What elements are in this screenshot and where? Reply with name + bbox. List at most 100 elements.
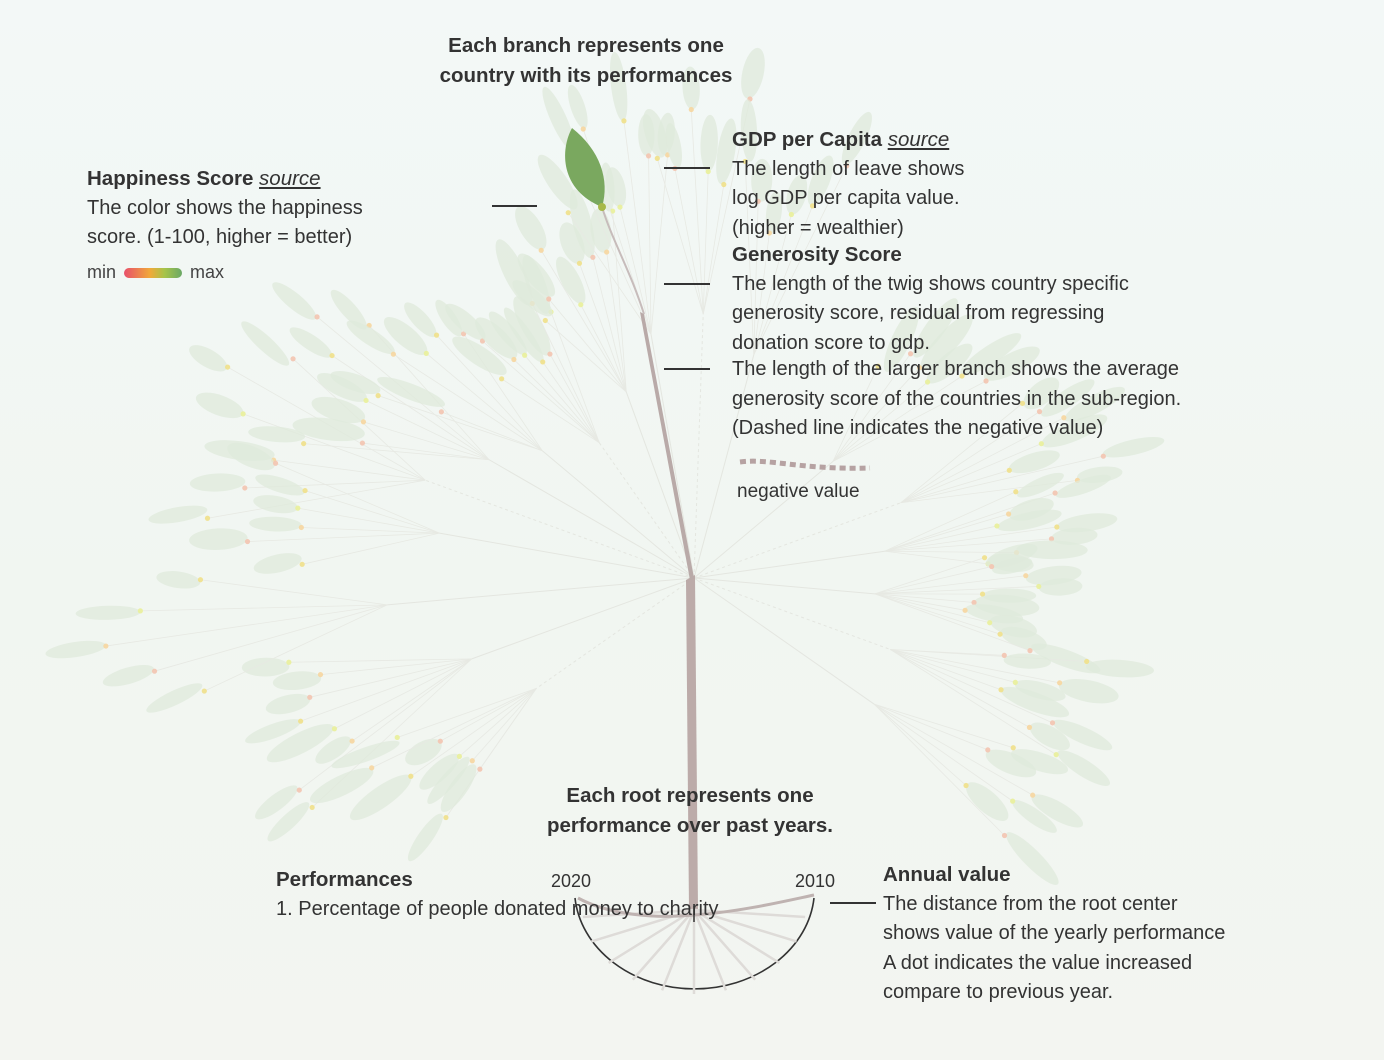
faded-leaf	[488, 311, 527, 355]
branch-line1: The length of the larger branch shows th…	[732, 358, 1179, 380]
faded-leaf	[682, 66, 700, 110]
faded-leaf	[383, 316, 428, 355]
faded-leaf-dot	[979, 591, 986, 597]
faded-twig	[753, 232, 770, 355]
faded-twig	[302, 532, 440, 565]
faded-leaf-dot	[302, 487, 308, 494]
faded-leaf-dot	[538, 247, 544, 253]
faded-twig	[300, 658, 472, 722]
faded-leaf	[966, 782, 1009, 822]
faded-branch	[425, 479, 695, 579]
trunk	[686, 575, 698, 910]
faded-leaf	[665, 123, 683, 169]
faded-leaf	[435, 299, 463, 337]
faded-leaf	[407, 813, 443, 862]
faded-leaf	[75, 605, 141, 620]
faded-twig	[890, 649, 1057, 755]
faded-leaf-dot	[309, 804, 315, 811]
faded-branch	[693, 577, 875, 595]
gdp-title: GDP per Capita	[732, 128, 882, 151]
faded-twig	[410, 688, 537, 777]
faded-leaf-dot	[542, 317, 548, 324]
faded-leaf-dot	[443, 814, 449, 821]
faded-leaf	[1000, 686, 1070, 718]
faded-leaf-dot	[994, 523, 1000, 529]
faded-twig	[579, 263, 627, 393]
faded-leaf-dot	[1036, 409, 1043, 415]
faded-leaf	[1041, 379, 1095, 417]
faded-leaf-dot	[705, 168, 711, 175]
faded-leaf	[1017, 472, 1064, 498]
faded-twig	[890, 649, 1053, 724]
faded-twig	[874, 586, 1039, 595]
gdp-source-link[interactable]: source	[887, 128, 950, 151]
faded-twig	[832, 375, 963, 462]
faded-leaf	[926, 343, 973, 384]
faded-leaf	[960, 333, 1022, 376]
faded-twig	[744, 161, 755, 355]
faded-leaf-dot	[499, 376, 505, 382]
faded-leaf-dot	[1005, 511, 1012, 517]
faded-twig	[501, 378, 600, 444]
branch-line2: generosity score of the countries in the…	[732, 387, 1182, 410]
generosity-line1: The length of the twig shows country spe…	[732, 272, 1129, 295]
faded-twig	[753, 205, 813, 356]
root-title-line2: performance over past years.	[547, 813, 833, 837]
faded-leaf-dot	[547, 351, 553, 357]
faded-leaf	[1008, 450, 1060, 474]
faded-twig	[874, 703, 1014, 749]
faded-leaf-dot	[363, 397, 369, 404]
faded-twig	[690, 109, 704, 315]
faded-leaf	[1029, 722, 1070, 751]
faded-twig	[874, 593, 990, 624]
faded-branch	[693, 314, 704, 579]
faded-twig	[459, 688, 537, 757]
faded-twig	[377, 395, 543, 452]
faded-branch	[693, 460, 834, 579]
year-label-2020: 2020	[551, 871, 592, 891]
faded-leaf-dot	[360, 419, 367, 425]
faded-leaf-dot	[688, 106, 694, 113]
faded-leaf	[405, 738, 442, 766]
faded-twig	[531, 303, 600, 444]
faded-leaf-dot	[286, 659, 292, 665]
faded-leaf-dot	[197, 577, 204, 583]
faded-leaf-dot	[1010, 745, 1016, 751]
faded-twig	[874, 593, 1001, 635]
faded-branch	[439, 532, 695, 579]
faded-twig	[204, 604, 388, 692]
faded-leaf	[567, 84, 588, 129]
faded-leaf	[513, 296, 551, 356]
faded-twig	[479, 688, 537, 770]
faded-leaf	[517, 253, 556, 297]
faded-twig	[702, 171, 709, 315]
faded-leaf-dot	[1023, 573, 1029, 579]
faded-leaf-dot	[998, 687, 1004, 693]
faded-twig	[900, 469, 1010, 504]
faded-leaf	[1012, 799, 1057, 833]
faded-twig	[874, 575, 1026, 595]
faded-leaf	[1006, 832, 1059, 886]
faded-leaf-dot	[437, 738, 443, 744]
faded-leaf-dot	[766, 230, 773, 236]
faded-twig	[900, 403, 1023, 504]
faded-branch	[488, 459, 695, 579]
root-title: Each root represents one performance ove…	[500, 781, 880, 840]
faded-twig	[288, 658, 472, 663]
faded-leaf	[1102, 436, 1165, 458]
happiness-source-link[interactable]: source	[259, 167, 321, 190]
faded-leaf	[841, 111, 872, 165]
faded-leaf-dot	[1026, 724, 1033, 730]
faded-leaf	[346, 320, 395, 355]
faded-twig	[304, 490, 440, 534]
faded-leaf	[1086, 659, 1154, 678]
faded-leaf-dot	[1027, 648, 1033, 654]
negative-value-label: negative value	[737, 481, 860, 502]
faded-leaf	[349, 774, 412, 821]
faded-leaf	[272, 671, 322, 691]
faded-twig	[362, 442, 490, 461]
root-spoke	[693, 908, 797, 943]
generosity-line2: generosity score, residual from regressi…	[732, 302, 1105, 324]
faded-leaf	[985, 543, 1038, 568]
